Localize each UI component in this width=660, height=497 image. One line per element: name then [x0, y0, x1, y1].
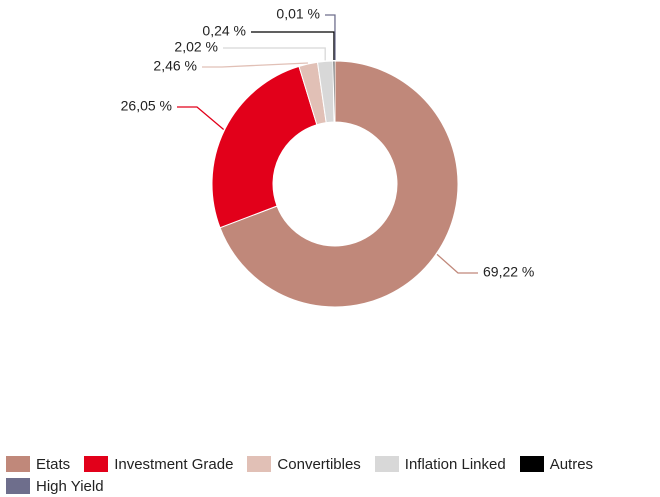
legend-label: Convertibles	[277, 455, 361, 473]
legend: Etats Investment Grade Convertibles Inflati…	[6, 455, 660, 495]
legend-item: Etats	[6, 455, 70, 473]
slice	[219, 60, 459, 308]
legend-item: Inflation Linked	[374, 455, 506, 473]
legend-swatch	[374, 456, 399, 472]
legend-label: Etats	[36, 455, 71, 473]
data-label: 2,46 %	[153, 58, 197, 74]
legend-label: Investment Grade	[114, 455, 234, 473]
legend-swatch	[6, 456, 30, 472]
legend-item: High Yield	[6, 477, 104, 495]
data-label: 2,02 %	[174, 39, 218, 55]
leader-line	[223, 47, 326, 61]
legend-swatch	[247, 456, 272, 472]
chart: 69,22 % 26,05 % 2,46 % 2,02 %0,24 % 0,01 %	[121, 6, 534, 308]
legend-item: Autres	[519, 455, 594, 473]
legend-label: Autres	[549, 455, 594, 473]
legend-label: High Yield	[36, 477, 104, 495]
leader-line	[202, 62, 308, 68]
leader-line	[251, 31, 335, 61]
legend-swatch	[6, 478, 30, 494]
leader-line	[436, 253, 478, 274]
data-label: 0,24 %	[202, 23, 246, 39]
data-label: 69,22 %	[483, 264, 534, 280]
legend-item: Convertibles	[247, 455, 361, 473]
data-label: 26,05 %	[121, 98, 172, 114]
legend-item: Investment Grade	[84, 455, 233, 473]
leader-line	[325, 14, 336, 61]
legend-swatch	[84, 456, 109, 472]
data-label: 0,01 %	[276, 6, 320, 22]
slice	[211, 65, 318, 229]
leader-line	[177, 106, 225, 130]
legend-label: Inflation Linked	[404, 455, 506, 473]
legend-swatch	[519, 456, 544, 472]
